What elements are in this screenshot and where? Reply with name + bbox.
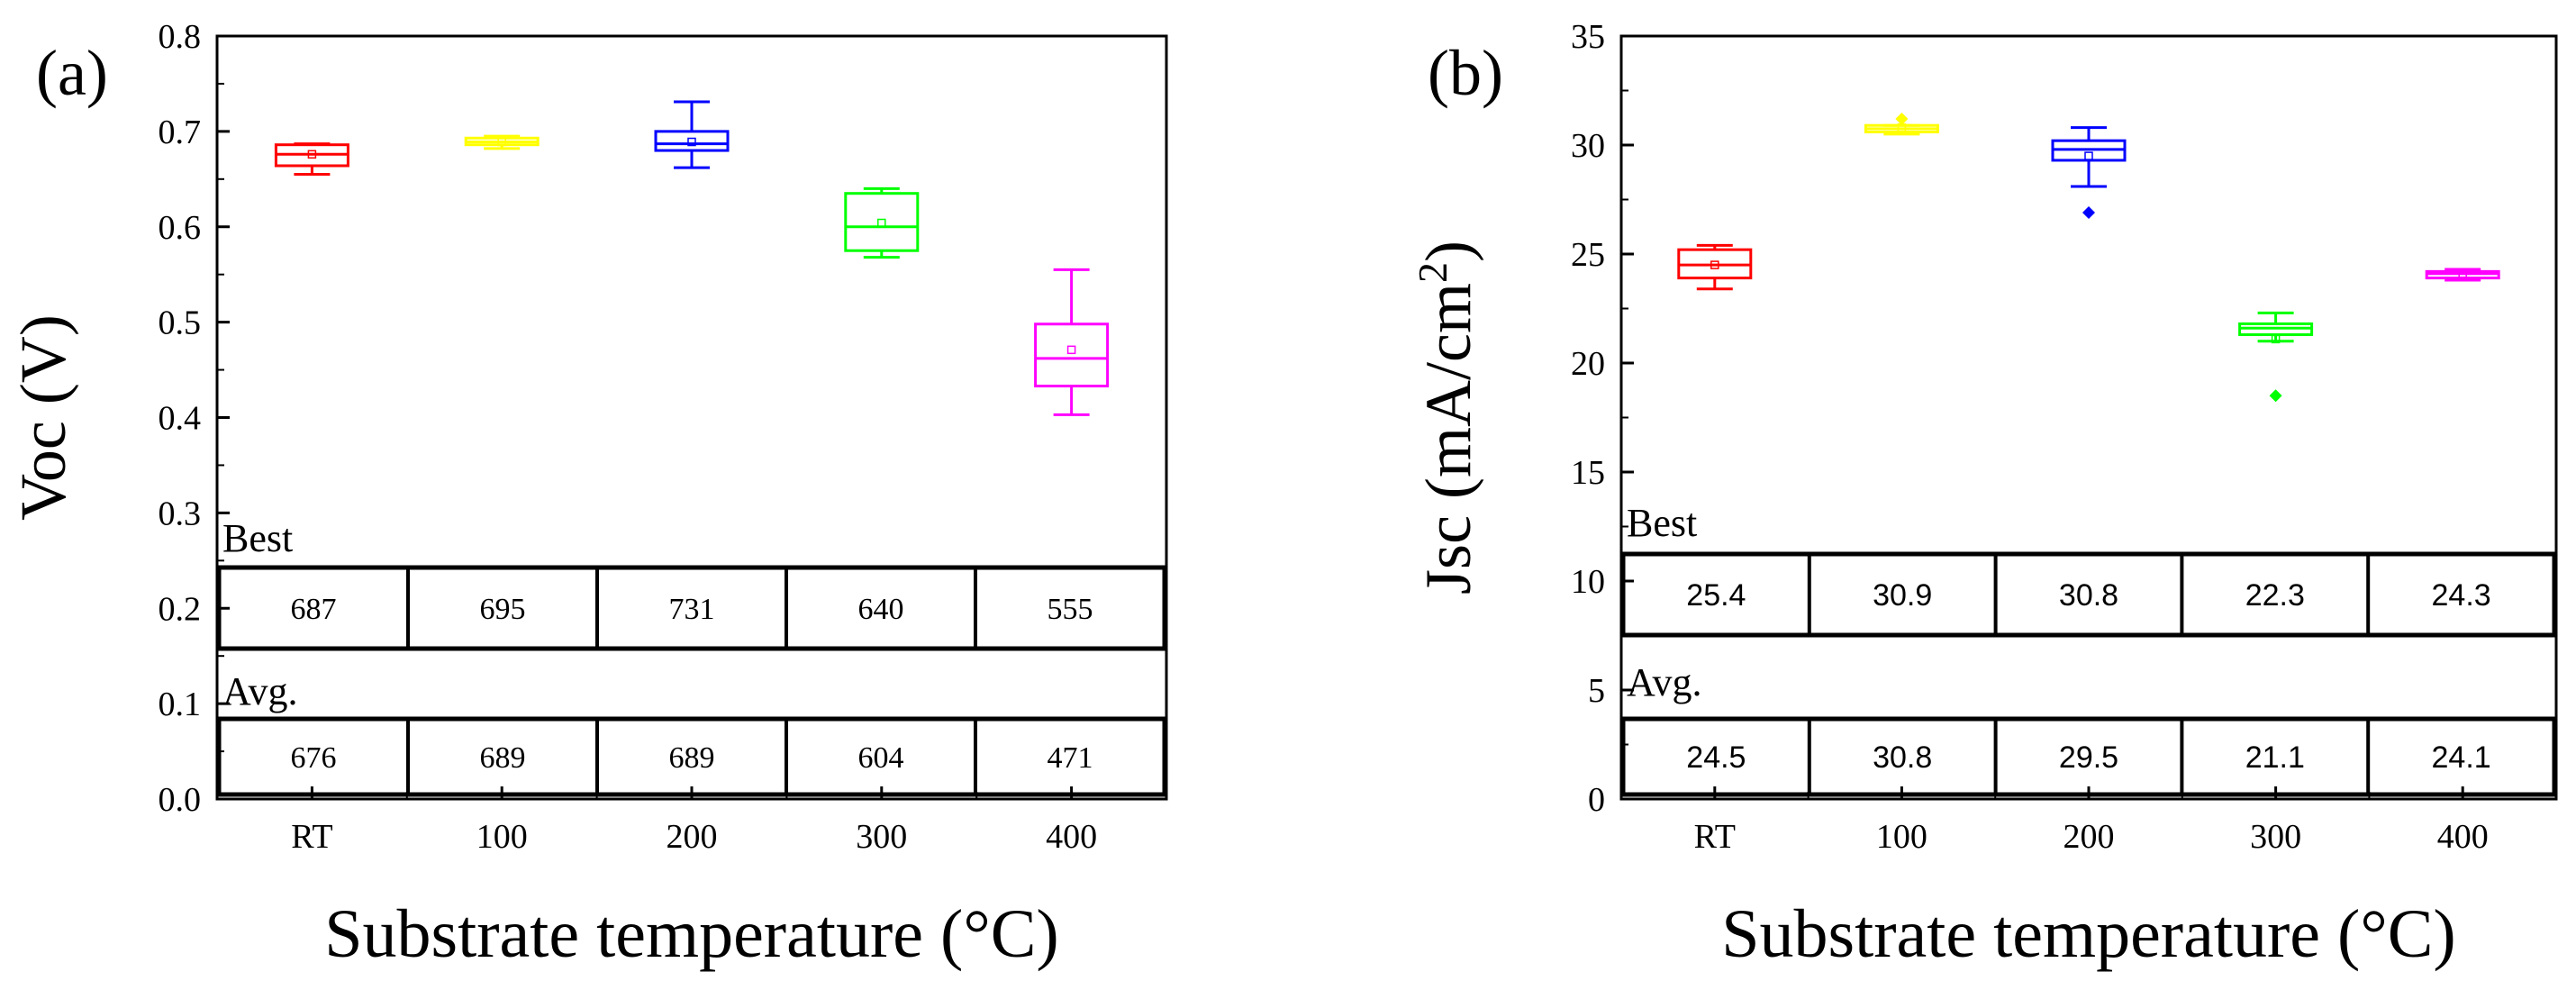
- box-plot-RT: [274, 142, 349, 177]
- outlier-point: [2082, 206, 2095, 220]
- x-tick-label: RT: [291, 818, 332, 856]
- x-tick-label: 100: [1876, 818, 1927, 856]
- box-plot-100: [1864, 112, 1939, 136]
- best-row-cell-value: 22.3: [2245, 578, 2305, 613]
- avg-row-cell-value: 689: [669, 741, 715, 775]
- y-tick-label: 0.8: [159, 18, 202, 56]
- best-row-cell-value: 30.9: [1873, 578, 1932, 613]
- y-axis-title: Jsc (mA/cm2): [1410, 241, 1484, 595]
- best-row-table: [216, 565, 1167, 651]
- x-tick-label: 400: [2437, 818, 2489, 856]
- best-row-cell-value: 555: [1048, 593, 1093, 626]
- x-tick-label: 300: [2250, 818, 2301, 856]
- y-axis-title-superscript: 2: [1410, 262, 1456, 283]
- best-row-cell-value: 25.4: [1686, 578, 1746, 613]
- mean-marker: [1710, 260, 1719, 269]
- x-tick-label: 200: [2064, 818, 2115, 856]
- best-row-table: [1620, 551, 2557, 638]
- x-axis-title: Substrate temperature (°C): [324, 896, 1058, 972]
- avg-row-label: Avg.: [1627, 660, 1702, 704]
- box-iqr: [1034, 322, 1110, 388]
- x-tick-label: 300: [856, 818, 907, 856]
- y-tick-label: 30: [1571, 127, 1605, 165]
- avg-row-cell-value: 29.5: [2059, 740, 2118, 775]
- y-tick-label: 0.0: [159, 781, 202, 819]
- y-axis-title: Voc (V): [7, 314, 79, 521]
- x-tick-label: 100: [476, 818, 528, 856]
- y-axis-title-close: ): [1412, 241, 1484, 262]
- avg-row-cell-value: 676: [291, 741, 337, 775]
- box-iqr: [654, 130, 730, 152]
- best-row-cell-value: 640: [858, 593, 904, 626]
- avg-row-table: [216, 716, 1167, 797]
- outlier-point: [1895, 112, 1909, 125]
- avg-row-cell-value: 24.5: [1686, 740, 1746, 775]
- box-plot-400: [2425, 268, 2500, 282]
- avg-row-cell-value: 30.8: [1873, 740, 1932, 775]
- y-tick-label: 5: [1588, 672, 1605, 710]
- box-plot-200: [654, 100, 730, 169]
- box-iqr: [844, 192, 920, 252]
- mean-marker: [2271, 334, 2281, 344]
- box-plot-300: [844, 186, 920, 259]
- mean-marker: [2458, 269, 2467, 278]
- box-plot-RT: [1677, 243, 1753, 291]
- y-tick-label: 0.1: [159, 686, 202, 723]
- y-tick-label: 0: [1588, 781, 1605, 819]
- avg-row-cell-value: 604: [858, 741, 904, 775]
- panel-b: 0 5 10 15 20 25 30 35 RT 100 200 300 400 Best 25.4 30.9…: [1410, 18, 2558, 972]
- best-row-cell-value: 695: [480, 593, 526, 626]
- y-tick-label: 15: [1571, 454, 1605, 492]
- y-tick-label: 35: [1571, 18, 1605, 56]
- x-tick-label: 200: [667, 818, 718, 856]
- y-tick-label: 0.5: [159, 304, 202, 342]
- best-row-cell-value: 731: [669, 593, 715, 626]
- mean-marker: [1066, 345, 1076, 355]
- box-plot-100: [464, 134, 540, 150]
- avg-row-label: Avg.: [222, 669, 298, 713]
- best-row-cell-value: 30.8: [2059, 578, 2118, 613]
- y-tick-label: 0.6: [159, 209, 202, 247]
- x-tick-label: 400: [1046, 818, 1097, 856]
- panel-a: 0.0 0.1 0.2 0.3 0.4 0.5 0.6 0.7 0.8 RT 100 200 300 40…: [7, 18, 1168, 972]
- mean-marker: [307, 150, 317, 159]
- box-plot-200: [2051, 126, 2127, 220]
- box-plot-300: [2238, 311, 2314, 403]
- avg-row-cell-value: 689: [480, 741, 526, 775]
- panel-label: (b): [1428, 37, 1503, 109]
- panel-label: (a): [36, 37, 108, 109]
- mean-marker: [2084, 151, 2093, 160]
- y-tick-label: 0.4: [159, 400, 202, 438]
- mean-marker: [877, 218, 886, 228]
- y-tick-label: 0.3: [159, 495, 202, 532]
- y-tick-label: 20: [1571, 345, 1605, 383]
- avg-row-cell-value: 24.1: [2432, 740, 2491, 775]
- box-plot-400: [1034, 268, 1110, 416]
- y-tick-label: 0.2: [159, 590, 202, 628]
- mean-marker: [687, 137, 696, 147]
- outlier-point: [2269, 389, 2282, 403]
- best-row-label: Best: [1627, 501, 1697, 545]
- best-row-cell-value: 687: [291, 593, 337, 626]
- avg-row-table: [1620, 716, 2557, 797]
- avg-row-cell-value: 471: [1048, 741, 1093, 775]
- y-tick-label: 10: [1571, 563, 1605, 601]
- mean-marker: [497, 137, 506, 147]
- x-axis-title: Substrate temperature (°C): [1721, 896, 2455, 972]
- best-row-label: Best: [222, 516, 293, 560]
- y-tick-label: 0.7: [159, 114, 202, 151]
- best-row-cell-value: 24.3: [2432, 578, 2491, 613]
- avg-row-cell-value: 21.1: [2245, 740, 2305, 775]
- y-tick-label: 25: [1571, 236, 1605, 274]
- x-tick-label: RT: [1694, 818, 1736, 856]
